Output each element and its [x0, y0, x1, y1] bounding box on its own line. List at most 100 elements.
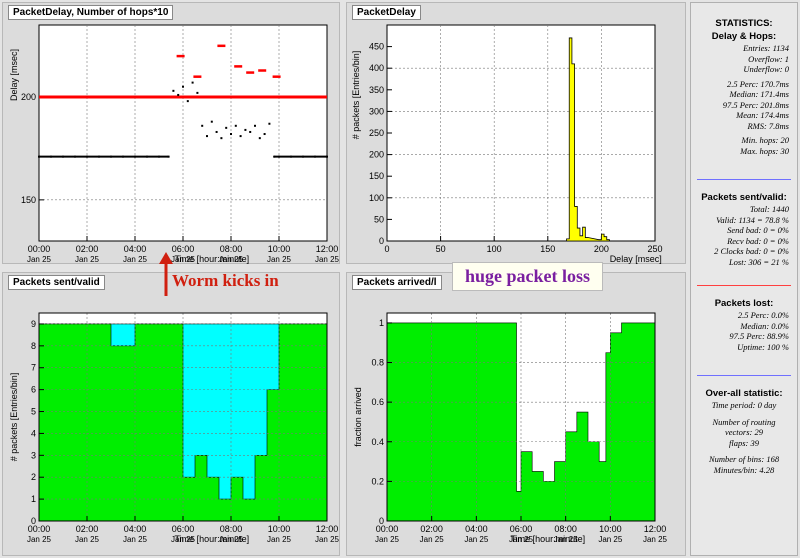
x-tick-label: 08:00 — [220, 244, 243, 254]
y-axis-label: fraction arrived — [353, 387, 363, 447]
data-point — [249, 130, 252, 133]
chart-delay-hist: 0 50 100 150 200 250 300 350 400 450 # packets [En… — [351, 24, 663, 264]
y-tick-label: 8 — [31, 341, 36, 351]
x-tick-label: 00:00 — [28, 244, 51, 254]
y-tick-label: 3 — [31, 450, 36, 460]
y-tick-label: 150 — [21, 195, 36, 205]
data-point — [196, 91, 199, 94]
hops-marker — [234, 65, 243, 68]
y-axis-label: # packets [Entries/bin] — [9, 373, 19, 462]
y-tick-label: 2 — [31, 472, 36, 482]
separator — [697, 179, 791, 180]
stats-clocks-bad: 2 Clocks bad: 0 = 0% — [714, 246, 789, 256]
y-tick-label: 9 — [31, 319, 36, 329]
y-tick-label: 150 — [369, 171, 384, 181]
x-tick-label: 02:00 — [76, 524, 99, 534]
data-point — [210, 120, 213, 123]
stats-rms: RMS: 7.8ms — [747, 120, 789, 131]
panel-arrived: Packets arrived/l 0 0.2 0.4 0.6 0.8 1 fraction… — [346, 272, 686, 556]
stats-lost-header: Packets lost: — [714, 298, 774, 309]
x-date-label: Jan 25 — [219, 255, 244, 264]
stats-total: Total: 1440 — [749, 204, 789, 214]
y-tick-label: 200 — [369, 150, 384, 160]
y-tick-label: 4 — [31, 428, 36, 438]
x-tick-label: 250 — [647, 244, 662, 254]
y-tick-label: 350 — [369, 85, 384, 95]
panel-delay-hops: PacketDelay, Number of hops*10 150 200 Del… — [2, 2, 340, 264]
stats-bins: Number of bins: 168 — [708, 454, 780, 464]
stats-entries: Entries: 1134 — [743, 43, 789, 53]
stats-uptime: Uptime: 100 % — [737, 341, 789, 352]
x-date-label: Jan 25 — [75, 535, 100, 544]
x-tick-label: 08:00 — [554, 524, 577, 534]
y-axis-label: Delay [msec] — [9, 49, 19, 101]
stats-flaps: flaps: 39 — [729, 437, 759, 448]
y-tick-label: 200 — [21, 92, 36, 102]
plot-area — [386, 24, 656, 242]
y-tick-label: 450 — [369, 42, 384, 52]
stats-lost-median: Median: 0.0% — [740, 320, 789, 331]
data-point — [177, 93, 180, 96]
x-axis-label: Time [hour:minute] — [174, 534, 249, 544]
x-date-label: Jan 25 — [171, 255, 196, 264]
data-point — [225, 126, 228, 129]
y-tick-label: 0.6 — [371, 397, 384, 407]
x-tick-label: 06:00 — [172, 524, 195, 534]
data-point — [191, 81, 194, 84]
x-axis-label: Time [hour:minute] — [510, 534, 585, 544]
hops-marker — [258, 69, 267, 72]
data-point — [201, 124, 204, 127]
y-tick-label: 400 — [369, 63, 384, 73]
y-tick-label: 100 — [369, 193, 384, 203]
y-tick-label: 6 — [31, 385, 36, 395]
panel-title: Packets arrived/l — [352, 275, 442, 290]
panel-title: PacketDelay — [352, 5, 421, 20]
hops-marker — [176, 54, 185, 58]
x-tick-label: 12:00 — [316, 524, 339, 534]
x-axis-label: Delay [msec] — [610, 254, 662, 264]
y-tick-label: 1 — [379, 318, 384, 328]
stats-p975: 97.5 Perc: 201.8ms — [722, 99, 789, 110]
stats-mean: Mean: 174.4ms — [736, 110, 789, 120]
stats-sent-header: Packets sent/valid: — [701, 192, 787, 203]
y-tick-label: 0 — [379, 236, 384, 246]
x-date-label: Jan 25 — [123, 255, 148, 264]
x-tick-label: 04:00 — [465, 524, 488, 534]
panel-title: PacketDelay, Number of hops*10 — [8, 5, 174, 20]
stats-lost-p975: 97.5 Perc: 88.9% — [729, 331, 789, 341]
stats-underflow: Underflow: 0 — [743, 64, 789, 74]
data-point — [234, 124, 237, 127]
y-tick-label: 0.2 — [371, 476, 384, 486]
y-tick-label: 5 — [31, 407, 36, 417]
x-date-label: Jan 25 — [267, 535, 292, 544]
stats-recv-bad: Recv bad: 0 = 0% — [727, 235, 789, 246]
stats-max-hops: Max. hops: 30 — [740, 145, 789, 156]
histogram-bars — [563, 37, 610, 242]
stats-minutes-bin: Minutes/bin: 4.28 — [713, 464, 775, 475]
packet-loss-annotation: huge packet loss — [452, 262, 604, 291]
x-date-label: Jan 25 — [75, 255, 100, 264]
x-tick-label: 02:00 — [76, 244, 99, 254]
stats-lost-p25: 2.5 Perc: 0.0% — [737, 310, 789, 320]
x-tick-label: 50 — [436, 244, 446, 254]
x-date-label: Jan 25 — [598, 535, 623, 544]
hops-marker — [272, 75, 281, 78]
x-date-label: Jan 25 — [27, 535, 52, 544]
panel-delay-hist: PacketDelay 0 50 100 150 200 250 300 350 400 450 #… — [346, 2, 686, 264]
x-date-label: Jan 25 — [267, 255, 292, 264]
stats-min-hops: Min. hops: 20 — [741, 135, 789, 145]
statistics-panel: STATISTICS: Delay & Hops: Entries: 1134 … — [690, 2, 798, 556]
x-date-label: Jan 25 — [420, 535, 445, 544]
separator — [697, 375, 791, 376]
x-date-label: Jan 25 — [554, 535, 579, 544]
x-tick-label: 08:00 — [220, 524, 243, 534]
stats-delay-header: Delay & Hops: — [711, 31, 777, 42]
stats-valid: Valid: 1134 = 78.8 % — [716, 214, 789, 225]
data-point — [263, 133, 266, 136]
data-point — [258, 137, 261, 140]
data-point — [186, 100, 189, 103]
panel-title: Packets sent/valid — [8, 275, 105, 290]
stats-routing: Number of routing vectors: 29 — [712, 416, 776, 438]
x-tick-label: 0 — [384, 244, 389, 254]
